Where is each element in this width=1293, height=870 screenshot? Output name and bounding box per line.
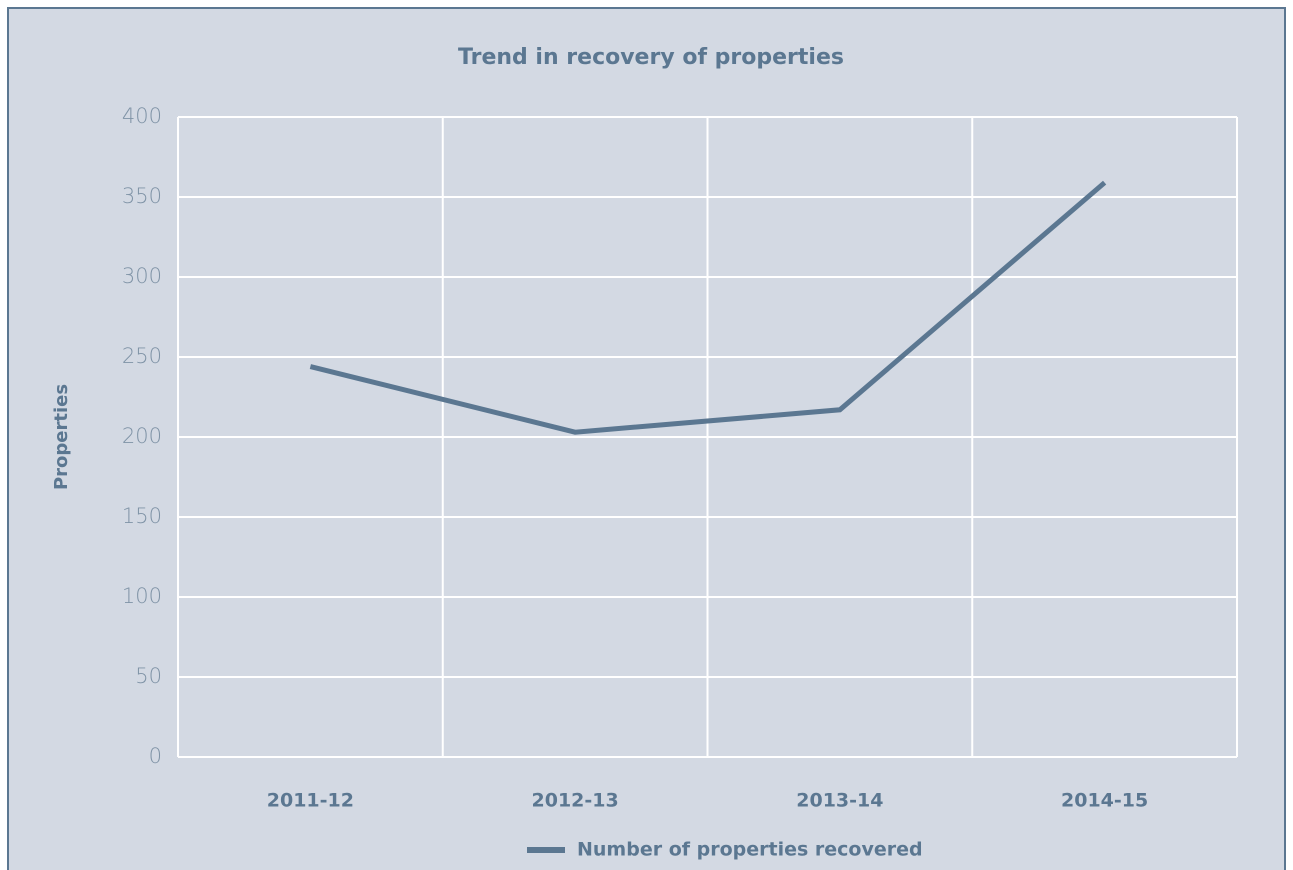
chart-title: Trend in recovery of properties	[458, 45, 844, 70]
x-tick-label: 2014-15	[1061, 790, 1148, 812]
y-tick-label: 250	[122, 344, 162, 368]
y-tick-label: 0	[149, 744, 162, 768]
y-tick-label: 400	[122, 104, 162, 128]
y-tick-label: 100	[122, 584, 162, 608]
legend-label: Number of properties recovered	[577, 839, 923, 861]
chart-frame	[7, 7, 1286, 870]
x-tick-label: 2012-13	[532, 790, 619, 812]
data-line	[309, 180, 1107, 435]
y-tick-label: 50	[135, 664, 162, 688]
x-tick-label: 2011-12	[267, 790, 354, 812]
y-tick-label: 200	[122, 424, 162, 448]
y-tick-label: 350	[122, 184, 162, 208]
x-tick-label: 2013-14	[796, 790, 883, 812]
y-axis-label: Properties	[51, 384, 72, 490]
y-tick-label: 300	[122, 264, 162, 288]
y-tick-label: 150	[122, 504, 162, 528]
